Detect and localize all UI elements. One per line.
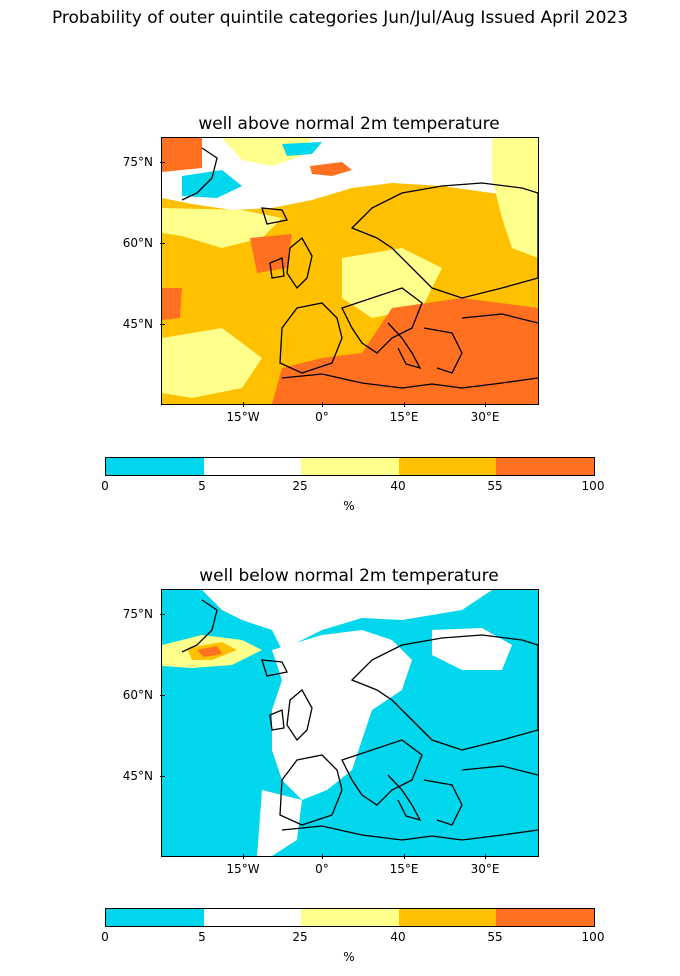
colorbar-segment bbox=[203, 909, 302, 926]
lat-tick-45: 45°N bbox=[103, 769, 165, 783]
map-above-cyan-2 bbox=[282, 142, 322, 156]
lon-tick-30e: 30°E bbox=[460, 854, 510, 876]
map-below-normal bbox=[161, 589, 539, 857]
map-above-normal bbox=[161, 137, 539, 405]
map-title-above: well above normal 2m temperature bbox=[198, 114, 500, 134]
colorbar-tick: 40 bbox=[390, 479, 406, 493]
colorbar-segment bbox=[496, 458, 594, 475]
lon-tick-0: 0° bbox=[297, 854, 347, 876]
lon-tick-15w: 15°W bbox=[218, 854, 268, 876]
map-below-orange-nw bbox=[197, 646, 222, 657]
lon-tick-15e: 15°E bbox=[379, 402, 429, 424]
map-above-yellow-3 bbox=[342, 248, 442, 318]
colorbar-unit: % bbox=[343, 950, 355, 964]
colorbar-segment bbox=[106, 909, 204, 926]
colorbar-tick: 55 bbox=[487, 930, 503, 944]
colorbar-segment bbox=[301, 458, 399, 475]
map-above-coastlines bbox=[181, 147, 538, 389]
lat-tick-45: 45°N bbox=[103, 317, 165, 331]
colorbar-unit: % bbox=[343, 499, 355, 513]
colorbar-segment bbox=[203, 458, 302, 475]
colorbar-tick: 55 bbox=[487, 479, 503, 493]
colorbar-tick: 0 bbox=[101, 930, 109, 944]
map-below-canvas bbox=[162, 590, 538, 856]
lat-tick-75: 75°N bbox=[103, 155, 165, 169]
colorbar-segment bbox=[496, 909, 594, 926]
colorbar-tick: 25 bbox=[292, 930, 308, 944]
lat-tick-75: 75°N bbox=[103, 607, 165, 621]
lon-tick-0: 0° bbox=[297, 402, 347, 424]
colorbar-tick: 40 bbox=[390, 930, 406, 944]
map-above-orange-3 bbox=[162, 288, 182, 320]
map-below-coastlines bbox=[181, 599, 538, 841]
colorbar-segment bbox=[301, 909, 399, 926]
colorbar-tick: 100 bbox=[581, 479, 605, 493]
map-below-white-east bbox=[432, 628, 512, 670]
colorbar-segment bbox=[106, 458, 204, 475]
colorbar-above bbox=[105, 457, 595, 476]
colorbar-tick: 25 bbox=[292, 479, 308, 493]
colorbar-segment bbox=[398, 909, 497, 926]
colorbar-below bbox=[105, 908, 595, 927]
lon-tick-15w: 15°W bbox=[218, 402, 268, 424]
map-above-yellow-4 bbox=[162, 328, 262, 398]
figure-title: Probability of outer quintile categories… bbox=[51, 8, 629, 28]
map-above-orange-nw bbox=[162, 138, 202, 172]
map-above-orange-1 bbox=[310, 162, 352, 176]
lat-tick-60: 60°N bbox=[103, 688, 165, 702]
map-below-white-north bbox=[202, 590, 492, 650]
map-above-canvas bbox=[162, 138, 538, 404]
colorbar-tick: 5 bbox=[198, 479, 206, 493]
map-below-white-iberia bbox=[257, 790, 302, 856]
colorbar-tick: 5 bbox=[198, 930, 206, 944]
colorbar-segment bbox=[398, 458, 497, 475]
colorbar-tick: 0 bbox=[101, 479, 109, 493]
map-title-below: well below normal 2m temperature bbox=[199, 566, 499, 586]
lon-tick-30e: 30°E bbox=[460, 402, 510, 424]
map-above-cyan-1 bbox=[182, 170, 242, 198]
lon-tick-15e: 15°E bbox=[379, 854, 429, 876]
map-above-east-yellow bbox=[492, 138, 538, 258]
lat-tick-60: 60°N bbox=[103, 236, 165, 250]
map-above-orange-2 bbox=[250, 234, 292, 273]
colorbar-tick: 100 bbox=[581, 930, 605, 944]
